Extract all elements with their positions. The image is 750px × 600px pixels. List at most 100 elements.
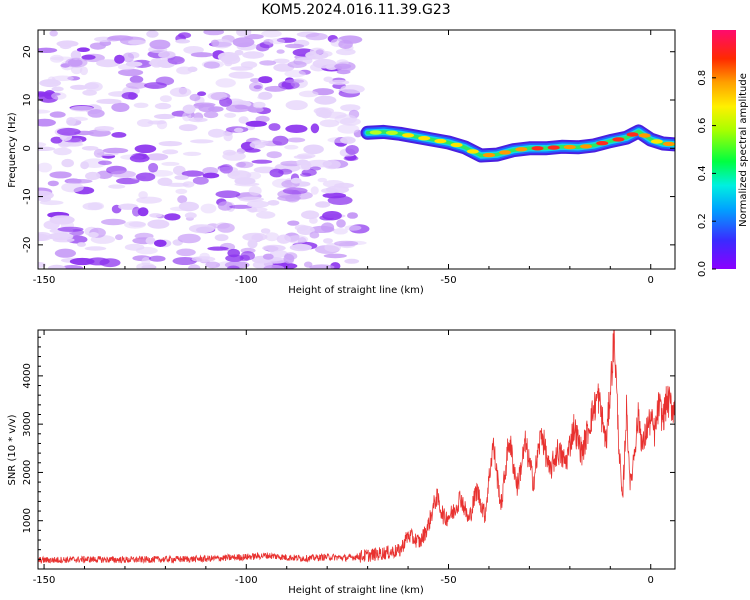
- spectrogram-x-axis: -150 -100 -50 0: [33, 30, 654, 286]
- noise-speckle: [345, 145, 359, 155]
- noise-speckle: [323, 253, 347, 259]
- y-tick-label: 2000: [22, 460, 33, 485]
- noise-speckle: [333, 228, 348, 235]
- noise-speckle: [214, 234, 229, 242]
- noise-speckle: [296, 159, 309, 165]
- noise-speckle: [81, 54, 96, 60]
- noise-speckle: [38, 142, 47, 147]
- noise-speckle: [240, 61, 258, 69]
- noise-speckle: [149, 39, 171, 50]
- noise-speckle: [210, 39, 220, 47]
- noise-speckle: [38, 233, 49, 242]
- noise-speckle: [246, 200, 270, 208]
- noise-speckle: [127, 39, 146, 45]
- colorbar-tick-label: 0.0: [697, 261, 708, 277]
- noise-speckle: [259, 60, 277, 66]
- noise-speckle: [300, 172, 312, 177]
- noise-speckle: [309, 47, 325, 55]
- noise-speckle: [137, 207, 149, 217]
- noise-speckle: [261, 30, 282, 38]
- noise-speckle: [54, 248, 76, 258]
- noise-speckle: [262, 244, 286, 252]
- noise-speckle: [287, 137, 306, 143]
- noise-speckle: [84, 82, 99, 90]
- noise-speckle: [51, 86, 64, 92]
- figure-title: KOM5.2024.016.11.39.G23: [261, 2, 450, 18]
- noise-speckle: [189, 93, 201, 102]
- noise-speckle: [111, 102, 130, 113]
- noise-speckle: [286, 235, 309, 244]
- noise-speckle: [183, 46, 204, 54]
- noise-speckle: [239, 254, 250, 262]
- noise-speckle: [269, 250, 289, 258]
- noise-speckle: [276, 49, 285, 54]
- noise-speckle: [182, 112, 192, 122]
- noise-speckle: [149, 213, 163, 218]
- noise-speckle: [111, 132, 127, 138]
- noise-speckle: [57, 226, 84, 232]
- x-tick-label: -50: [440, 275, 456, 286]
- noise-speckle: [287, 61, 307, 68]
- noise-speckle: [125, 81, 148, 89]
- noise-speckle: [238, 196, 264, 202]
- snr-y-label: SNR (10 * v/v): [7, 414, 18, 485]
- x-tick-label: -100: [235, 575, 258, 586]
- noise-speckle: [177, 195, 188, 204]
- noise-speckle: [108, 184, 126, 189]
- noise-speckle: [323, 238, 333, 244]
- noise-speckle: [309, 264, 335, 269]
- noise-speckle: [138, 191, 148, 199]
- ridge-hotspot: [418, 136, 431, 141]
- noise-speckle: [50, 136, 63, 144]
- noise-speckle: [153, 113, 176, 120]
- noise-speckle: [38, 118, 56, 127]
- noise-speckle: [336, 219, 346, 228]
- noise-speckle: [309, 166, 322, 171]
- noise-speckle: [98, 160, 112, 166]
- noise-speckle: [116, 177, 140, 185]
- noise-speckle: [340, 104, 361, 112]
- noise-speckle: [287, 220, 300, 226]
- noise-speckle: [321, 187, 339, 194]
- y-tick-label: 10: [22, 94, 33, 107]
- noise-speckle: [344, 225, 362, 231]
- noise-speckle: [162, 149, 179, 155]
- noise-speckle: [145, 236, 156, 245]
- noise-speckle: [38, 146, 56, 151]
- colorbar-ticks: 0.0 0.2 0.4 0.6 0.8: [697, 70, 716, 277]
- noise-speckle: [242, 232, 268, 242]
- noise-speckle: [141, 257, 151, 267]
- ridge-hotspot: [580, 144, 592, 149]
- noise-speckle: [344, 258, 360, 264]
- noise-speckle: [47, 180, 59, 187]
- noise-speckle: [77, 242, 86, 247]
- noise-speckle: [282, 187, 308, 195]
- noise-speckle: [233, 127, 244, 133]
- noise-speckle: [264, 232, 279, 242]
- noise-speckle: [284, 144, 299, 150]
- y-tick-label: 1000: [22, 508, 33, 533]
- noise-speckle: [217, 201, 233, 211]
- noise-speckle: [182, 151, 202, 156]
- noise-speckle: [38, 162, 53, 173]
- noise-speckle: [202, 167, 219, 175]
- noise-speckle: [129, 75, 144, 84]
- noise-speckle: [310, 186, 319, 195]
- noise-speckle: [222, 151, 246, 161]
- colorbar-tick-label: 0.8: [697, 70, 708, 86]
- noise-speckle: [197, 91, 207, 96]
- noise-speckle: [89, 42, 106, 50]
- ridge-hotspot: [483, 152, 495, 158]
- noise-speckle: [208, 128, 226, 138]
- noise-speckle: [51, 75, 74, 82]
- spectrogram-y-axis: 20 10 0 -10 -20: [22, 45, 675, 253]
- y-tick-label: 20: [22, 45, 33, 58]
- noise-speckle: [310, 123, 320, 134]
- ridge-hotspot: [563, 144, 576, 150]
- ridge-hotspot: [466, 149, 479, 154]
- noise-speckle: [224, 112, 237, 118]
- noise-speckle: [190, 139, 214, 144]
- noise-speckle: [82, 158, 107, 168]
- snr-x-axis: -150 -100 -50 0: [33, 330, 654, 586]
- snr-x-label: Height of straight line (km): [288, 585, 424, 596]
